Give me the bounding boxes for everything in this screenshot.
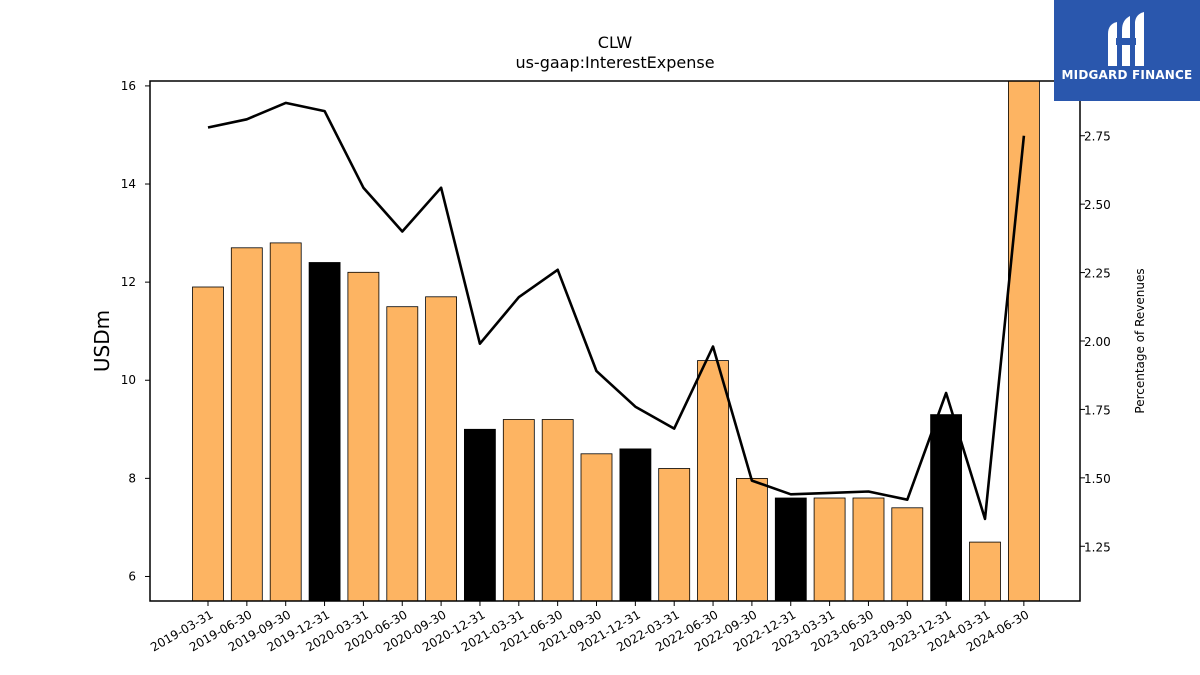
bar-2024-03-31 <box>969 541 1001 602</box>
left-y-axis: 6 8 10 12 14 16 <box>121 79 150 583</box>
y-axis-label: USDm <box>90 310 114 372</box>
bar-2020-03-31 <box>347 271 380 602</box>
y-tick-label: 16 <box>121 79 136 93</box>
bar-2023-06-30 <box>852 497 885 602</box>
logo-mark-icon <box>1108 12 1144 66</box>
bar-2023-12-31 <box>930 414 962 602</box>
y2-axis-label: Percentage of Revenues <box>1133 268 1147 413</box>
bar-2021-09-30 <box>580 453 613 602</box>
bar-2022-06-30 <box>697 360 729 602</box>
bar-2019-12-31 <box>308 262 341 602</box>
y2-tick-label: 2.00 <box>1084 335 1111 349</box>
midgard-finance-logo: MIDGARD FINANCE <box>1054 0 1200 101</box>
y2-tick-label: 2.50 <box>1084 198 1111 212</box>
bar-2022-09-30 <box>736 477 768 602</box>
chart-subtitle: us-gaap:InterestExpense <box>515 53 714 72</box>
bar-series <box>192 80 1040 602</box>
y2-tick-label: 1.50 <box>1084 472 1111 486</box>
bar-2021-06-30 <box>541 419 574 602</box>
bar-2023-09-30 <box>891 507 924 602</box>
line-series <box>207 101 1026 521</box>
right-y-axis: 1.25 1.50 1.75 2.00 2.25 2.50 2.75 <box>1080 130 1111 554</box>
y2-tick-label: 1.75 <box>1084 403 1111 417</box>
bar-2021-03-31 <box>502 419 535 602</box>
bar-2020-12-31 <box>463 428 496 602</box>
bar-2019-09-30 <box>269 242 302 602</box>
bar-2022-12-31 <box>774 497 807 602</box>
y2-tick-label: 1.25 <box>1084 540 1111 554</box>
line-percentage-of-revenues <box>207 101 1026 521</box>
bar-2024-06-30 <box>1008 80 1040 602</box>
y-tick-label: 12 <box>121 275 136 289</box>
bar-2023-03-31 <box>813 497 846 602</box>
bar-2021-12-31 <box>619 448 652 602</box>
y-tick-label: 10 <box>121 373 136 387</box>
bar-2020-06-30 <box>386 306 419 602</box>
y2-tick-label: 2.75 <box>1084 130 1111 144</box>
y-tick-label: 8 <box>128 471 136 485</box>
bar-2019-06-30 <box>230 247 263 602</box>
x-axis: 2019-03-312019-06-302019-09-302019-12-31… <box>148 601 1031 654</box>
y-tick-label: 14 <box>121 177 136 191</box>
bar-2019-03-31 <box>192 286 224 602</box>
logo-text: MIDGARD FINANCE <box>1061 68 1193 82</box>
y-tick-label: 6 <box>128 569 136 583</box>
bar-2022-03-31 <box>658 468 691 602</box>
y2-tick-label: 2.25 <box>1084 267 1111 281</box>
bar-2020-09-30 <box>425 296 458 602</box>
chart-title: CLW <box>598 33 633 52</box>
